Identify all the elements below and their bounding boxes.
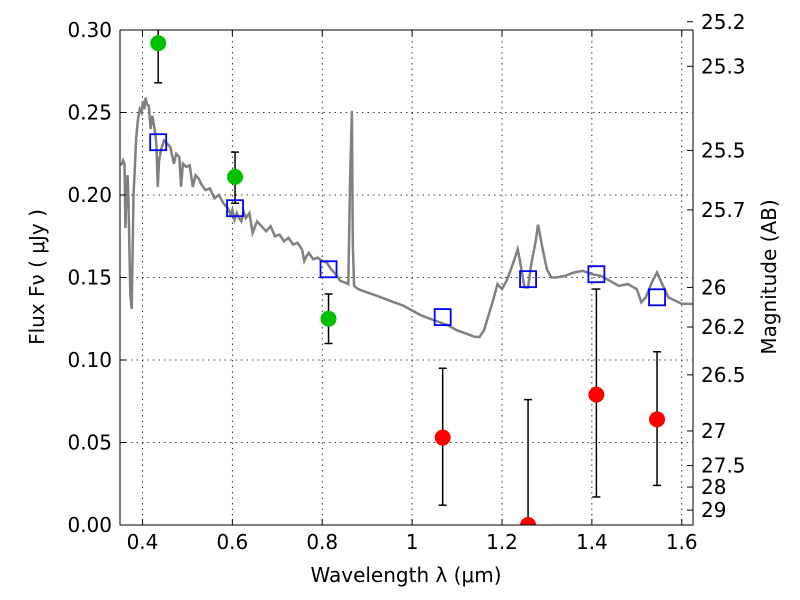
right-tick-label: 28	[701, 475, 726, 499]
right-tick-label: 26.2	[701, 315, 746, 339]
right-tick-label: 26.5	[701, 363, 746, 387]
model-flux-square	[319, 260, 338, 279]
model-flux-square	[149, 133, 168, 152]
model-flux-square	[433, 308, 452, 327]
flux-point	[227, 168, 244, 185]
plot-area	[120, 30, 693, 525]
flux-point	[520, 517, 537, 525]
right-tick-label: 26	[701, 275, 726, 299]
model-sed-line	[120, 97, 693, 339]
flux-point	[150, 35, 167, 52]
flux-point	[649, 411, 666, 428]
y-tick-label: 0.15	[67, 266, 112, 290]
right-tick-label: 25.3	[701, 54, 746, 78]
x-tick-label: 1.2	[486, 530, 518, 554]
model-flux-square	[587, 265, 606, 284]
x-tick-label: 1.4	[576, 530, 608, 554]
y-tick-label: 0.10	[67, 348, 112, 372]
y-axis-label: Flux Fν ( μJy )	[25, 209, 49, 345]
x-axis-label: Wavelength λ (μm)	[310, 563, 501, 587]
y-tick-label: 0.00	[67, 513, 112, 537]
grid	[120, 29, 693, 526]
y-tick-label: 0.20	[67, 183, 112, 207]
right-tick-label: 25.2	[701, 10, 746, 34]
flux-point	[588, 386, 605, 403]
model-flux-square	[226, 199, 244, 218]
x-tick-label: 0.8	[306, 530, 338, 554]
x-tick-label: 1	[406, 530, 419, 554]
flux-point	[320, 310, 337, 327]
x-tick-label: 0.4	[127, 530, 159, 554]
flux-point	[434, 429, 451, 446]
axes-ticks: 0.4 0.6 0.8 1 1.2 1.4 1.6 0.00 0.05 0.10 0.15 0.20 0…	[67, 10, 745, 554]
right-tick-label: 27.5	[701, 454, 746, 478]
y-tick-label: 0.25	[67, 101, 112, 125]
right-tick-label: 27	[701, 419, 726, 443]
y-tick-label: 0.05	[67, 431, 112, 455]
x-tick-label: 1.6	[666, 530, 698, 554]
right-tick-label: 25.7	[701, 198, 746, 222]
y-tick-label: 0.30	[67, 18, 112, 42]
right-tick-label: 25.5	[701, 138, 746, 162]
model-flux-square	[648, 288, 666, 307]
right-tick-label: 29	[701, 498, 726, 522]
right-y-axis-label: Magnitude (AB)	[757, 199, 781, 354]
x-tick-label: 0.6	[216, 530, 248, 554]
model-flux-square	[519, 270, 537, 289]
